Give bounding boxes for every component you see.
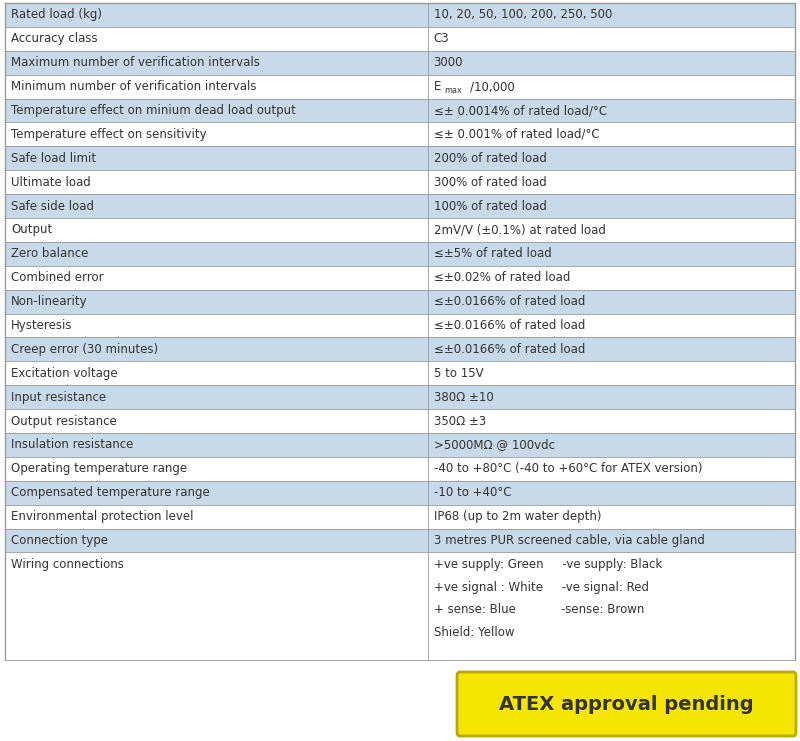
Text: Creep error (30 minutes): Creep error (30 minutes) (11, 343, 158, 356)
Text: Safe side load: Safe side load (11, 199, 94, 213)
Text: Operating temperature range: Operating temperature range (11, 462, 187, 476)
Text: Minimum number of verification intervals: Minimum number of verification intervals (11, 80, 257, 93)
Text: 2mV/V (±0.1%) at rated load: 2mV/V (±0.1%) at rated load (434, 224, 606, 236)
Text: 200% of rated load: 200% of rated load (434, 152, 546, 165)
Text: max: max (445, 87, 462, 96)
Bar (5, 146, 795, 170)
Text: -40 to +80°C (-40 to +60°C for ATEX version): -40 to +80°C (-40 to +60°C for ATEX vers… (434, 462, 702, 476)
Text: 3 metres PUR screened cable, via cable gland: 3 metres PUR screened cable, via cable g… (434, 534, 705, 547)
Bar (5, 290, 795, 313)
Text: Non-linearity: Non-linearity (11, 295, 88, 308)
Bar (5, 51, 795, 75)
Text: Output: Output (11, 224, 52, 236)
Text: Output resistance: Output resistance (11, 415, 117, 428)
Bar (5, 409, 795, 433)
Text: Maximum number of verification intervals: Maximum number of verification intervals (11, 56, 260, 69)
Text: IP68 (up to 2m water depth): IP68 (up to 2m water depth) (434, 510, 601, 523)
Bar (5, 75, 795, 99)
Text: Input resistance: Input resistance (11, 391, 106, 404)
Bar (5, 553, 795, 660)
Text: Environmental protection level: Environmental protection level (11, 510, 194, 523)
Text: /10,000: /10,000 (470, 80, 514, 93)
Text: 100% of rated load: 100% of rated load (434, 199, 546, 213)
FancyBboxPatch shape (457, 672, 796, 736)
Bar (5, 266, 795, 290)
Text: +ve signal : White     -ve signal: Red: +ve signal : White -ve signal: Red (434, 581, 649, 594)
Text: 10, 20, 50, 100, 200, 250, 500: 10, 20, 50, 100, 200, 250, 500 (434, 8, 612, 21)
Text: Accuracy class: Accuracy class (11, 33, 98, 45)
Text: +ve supply: Green     -ve supply: Black: +ve supply: Green -ve supply: Black (434, 559, 662, 571)
Text: + sense: Blue            -sense: Brown: + sense: Blue -sense: Brown (434, 603, 644, 617)
Bar (5, 27, 795, 51)
Text: ≤±5% of rated load: ≤±5% of rated load (434, 247, 551, 260)
Text: Temperature effect on minium dead load output: Temperature effect on minium dead load o… (11, 104, 296, 117)
Text: 350Ω ±3: 350Ω ±3 (434, 415, 486, 428)
Text: ≤±0.0166% of rated load: ≤±0.0166% of rated load (434, 295, 585, 308)
Bar (5, 3, 795, 27)
Bar (5, 337, 795, 362)
Text: Compensated temperature range: Compensated temperature range (11, 486, 210, 499)
Text: C3: C3 (434, 33, 450, 45)
Bar (5, 481, 795, 505)
Bar (5, 385, 795, 409)
Bar (5, 170, 795, 194)
Bar (5, 362, 795, 385)
Bar (5, 242, 795, 266)
Text: >5000MΩ @ 100vdc: >5000MΩ @ 100vdc (434, 439, 554, 451)
Text: ≤± 0.001% of rated load/°C: ≤± 0.001% of rated load/°C (434, 128, 599, 141)
Text: 5 to 15V: 5 to 15V (434, 367, 483, 380)
Text: -10 to +40°C: -10 to +40°C (434, 486, 511, 499)
Text: Rated load (kg): Rated load (kg) (11, 8, 102, 21)
Text: Temperature effect on sensitivity: Temperature effect on sensitivity (11, 128, 206, 141)
Bar (5, 313, 795, 337)
Text: Safe load limit: Safe load limit (11, 152, 96, 165)
Text: Insulation resistance: Insulation resistance (11, 439, 134, 451)
Text: Wiring connections: Wiring connections (11, 559, 124, 571)
Text: Hysteresis: Hysteresis (11, 319, 73, 332)
Bar (5, 433, 795, 457)
Text: ≤±0.02% of rated load: ≤±0.02% of rated load (434, 271, 570, 285)
Bar (5, 194, 795, 218)
Text: Excitation voltage: Excitation voltage (11, 367, 118, 380)
Bar (5, 528, 795, 553)
Text: Connection type: Connection type (11, 534, 108, 547)
Text: 300% of rated load: 300% of rated load (434, 176, 546, 189)
Text: 380Ω ±10: 380Ω ±10 (434, 391, 494, 404)
Text: ≤±0.0166% of rated load: ≤±0.0166% of rated load (434, 343, 585, 356)
Text: Zero balance: Zero balance (11, 247, 88, 260)
Text: ATEX approval pending: ATEX approval pending (499, 694, 754, 714)
Text: Ultimate load: Ultimate load (11, 176, 90, 189)
Text: ≤± 0.0014% of rated load/°C: ≤± 0.0014% of rated load/°C (434, 104, 606, 117)
Text: 3000: 3000 (434, 56, 463, 69)
Bar (5, 457, 795, 481)
Bar (5, 505, 795, 528)
Bar (5, 99, 795, 122)
Text: ≤±0.0166% of rated load: ≤±0.0166% of rated load (434, 319, 585, 332)
Text: Shield: Yellow: Shield: Yellow (434, 625, 514, 639)
Text: Combined error: Combined error (11, 271, 104, 285)
Bar (5, 218, 795, 242)
Text: E: E (434, 80, 441, 93)
Bar (5, 122, 795, 146)
